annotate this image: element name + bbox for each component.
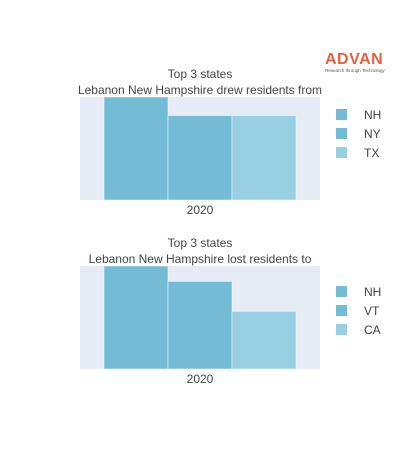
chart-2-x-tick-label: 2020 — [187, 372, 214, 386]
chart-1-bar-tx — [231, 115, 297, 201]
chart-2-legend-label-ca: CA — [364, 323, 381, 337]
chart-1-bar-nh — [103, 96, 169, 201]
chart-2-legend-swatch-nh — [336, 286, 347, 297]
chart-2-bar-ca — [231, 311, 297, 370]
chart-1-legend-swatch-nh — [336, 109, 347, 120]
chart-1-legend-label-nh: NH — [364, 108, 381, 122]
chart-1-legend-label-ny: NY — [364, 127, 381, 141]
chart-1-x-tick-label: 2020 — [187, 203, 214, 217]
chart-2-bar-vt — [167, 281, 233, 370]
chart-2-legend-label-nh: NH — [364, 285, 381, 299]
chart-2-legend-swatch-vt — [336, 305, 347, 316]
chart-2-bar-nh — [103, 265, 169, 370]
chart-2-legend-label-vt: VT — [364, 304, 380, 318]
chart-1-legend-swatch-tx — [336, 147, 347, 158]
chart-1-bar-ny — [167, 115, 233, 201]
chart-1-title-line-2: Lebanon New Hampshire drew residents fro… — [78, 83, 322, 97]
logo-text: ADVAN — [325, 51, 384, 68]
chart-2-title-line-1: Top 3 states — [168, 236, 233, 250]
chart-2-title-line-2: Lebanon New Hampshire lost residents to — [89, 252, 312, 266]
chart-1-title-line-1: Top 3 states — [168, 67, 233, 81]
chart-1-legend-label-tx: TX — [364, 146, 379, 160]
advan-logo: ADVAN Research through Technology — [325, 52, 395, 78]
chart-1-legend-swatch-ny — [336, 128, 347, 139]
logo-tagline: Research through Technology — [325, 68, 385, 73]
chart-2-legend-swatch-ca — [336, 324, 347, 335]
